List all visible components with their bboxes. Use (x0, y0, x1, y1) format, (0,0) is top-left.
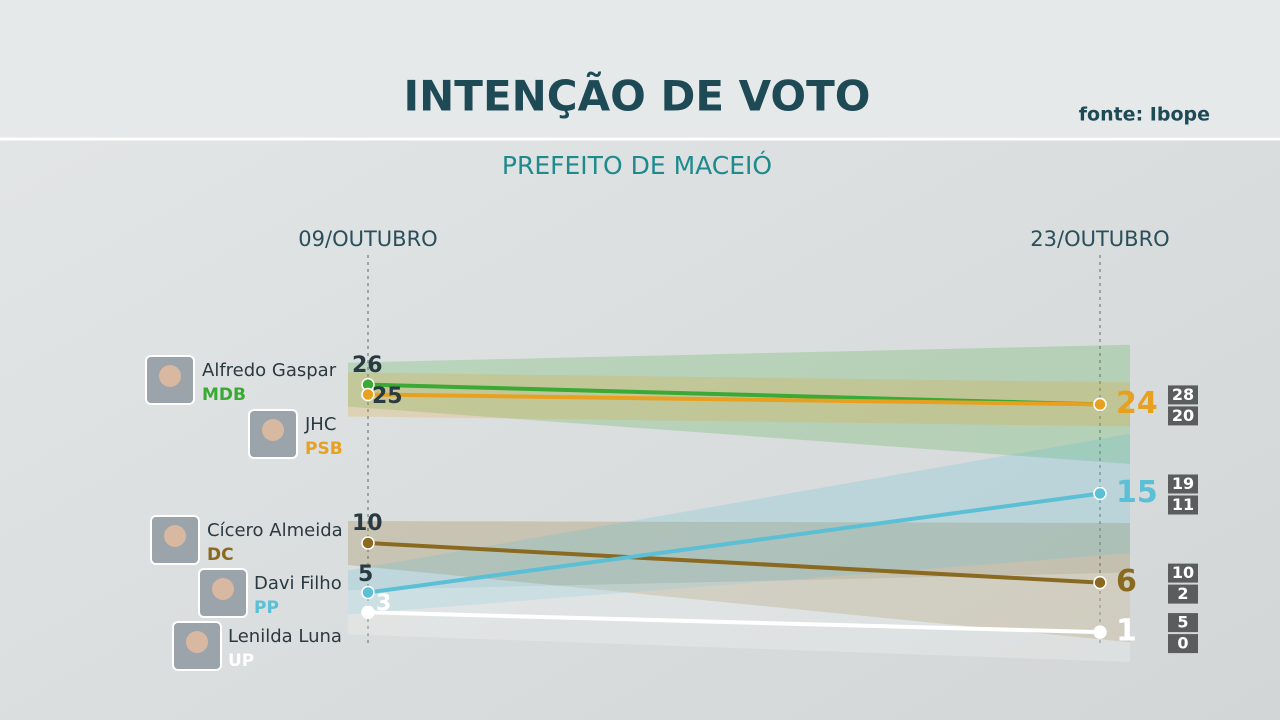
interval-box (1168, 495, 1198, 515)
data-label: 1 (1116, 614, 1137, 649)
party-label: PP (254, 598, 279, 618)
interval-box (1168, 563, 1198, 583)
x-tick-label: 09/OUTUBRO (298, 227, 437, 251)
data-label: 25 (372, 384, 403, 409)
data-point (1093, 625, 1107, 639)
series-line (367, 610, 1101, 635)
interval-box (1168, 613, 1198, 633)
series-line (367, 392, 1101, 407)
series-line (367, 541, 1101, 585)
chart-title: INTENÇÃO DE VOTO (404, 71, 871, 121)
interval-box (1168, 634, 1198, 654)
photo-face (262, 419, 284, 441)
interval-label: 5 (1177, 613, 1188, 632)
interval-label: 28 (1172, 385, 1194, 404)
source: fonte: Ibope (1079, 104, 1210, 126)
party-label: MDB (202, 385, 246, 405)
photo-face (164, 525, 186, 547)
confidence-band (348, 572, 1130, 662)
data-label: 3 (376, 591, 391, 616)
data-point (361, 536, 375, 550)
interval-box (1168, 584, 1198, 604)
candidate-name: Davi Filho (254, 573, 342, 594)
candidate-name: Cícero Almeida (207, 520, 343, 541)
series-line (367, 491, 1101, 595)
subtitle: PREFEITO DE MACEIÓ (502, 150, 772, 180)
candidate-name: Alfredo Gaspar (202, 360, 337, 381)
x-tick-label: 23/OUTUBRO (1030, 227, 1169, 251)
party-label: UP (228, 651, 254, 671)
data-point (361, 585, 375, 600)
data-point (1093, 486, 1107, 501)
data-label: 5 (358, 562, 373, 587)
data-label: 15 (1116, 475, 1158, 510)
data-label: 6 (1116, 564, 1137, 599)
header (0, 0, 1280, 137)
data-point (361, 387, 375, 402)
data-point (361, 605, 375, 620)
data-label: 24 (1116, 386, 1158, 421)
interval-label: 2 (1177, 584, 1188, 603)
photo-face (159, 365, 181, 387)
data-label: 26 (352, 353, 383, 378)
data-point (1093, 575, 1107, 590)
candidate-name: JHC (304, 414, 336, 435)
data-label: 10 (352, 511, 383, 536)
interval-box (1168, 474, 1198, 494)
interval-label: 20 (1172, 406, 1194, 425)
photo-face (212, 578, 234, 600)
interval-label: 0 (1177, 634, 1188, 653)
data-point (1093, 397, 1107, 412)
interval-label: 19 (1172, 474, 1194, 493)
interval-box (1168, 406, 1198, 426)
interval-label: 11 (1172, 495, 1194, 514)
candidate-name: Lenilda Luna (228, 626, 342, 647)
party-label: PSB (305, 439, 343, 459)
party-label: DC (207, 545, 234, 565)
interval-box (1168, 385, 1198, 405)
confidence-band (348, 344, 1130, 464)
interval-label: 10 (1172, 563, 1194, 582)
photo-face (186, 631, 208, 653)
